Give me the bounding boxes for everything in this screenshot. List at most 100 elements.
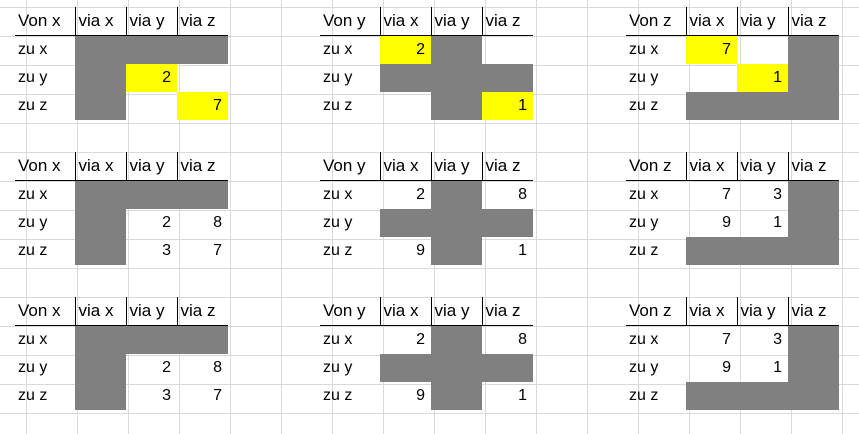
row-label[interactable]: zu x: [18, 41, 48, 58]
header-via-x[interactable]: via x: [74, 152, 126, 181]
row-label[interactable]: zu z: [629, 387, 659, 404]
header-von[interactable]: Von y: [320, 297, 380, 326]
cell[interactable]: 1: [737, 64, 788, 92]
cell[interactable]: [788, 209, 839, 237]
cell[interactable]: [686, 237, 737, 265]
header-von[interactable]: Von z: [626, 152, 686, 181]
header-via-z[interactable]: via z: [787, 152, 839, 181]
cell[interactable]: 9: [722, 214, 731, 231]
cell[interactable]: [380, 354, 431, 382]
cell[interactable]: [482, 209, 533, 237]
row-label[interactable]: zu x: [629, 186, 659, 203]
header-via-x[interactable]: via x: [379, 297, 431, 326]
cell[interactable]: [788, 354, 839, 382]
cell[interactable]: 7: [213, 387, 222, 404]
cell[interactable]: [431, 180, 482, 209]
cell[interactable]: 1: [773, 214, 782, 231]
header-via-z[interactable]: via z: [176, 7, 228, 36]
cell[interactable]: 7: [722, 186, 731, 203]
cell[interactable]: [737, 36, 788, 65]
header-via-z[interactable]: via z: [787, 297, 839, 326]
cell[interactable]: 1: [518, 242, 527, 259]
cell[interactable]: 7: [686, 35, 737, 64]
cell[interactable]: 3: [162, 242, 171, 259]
cell[interactable]: 1: [518, 387, 527, 404]
row-label[interactable]: zu x: [323, 186, 353, 203]
cell[interactable]: [686, 382, 737, 410]
cell[interactable]: [788, 325, 839, 354]
cell[interactable]: [737, 92, 788, 120]
row-label[interactable]: zu x: [18, 331, 48, 348]
cell[interactable]: [431, 237, 482, 265]
cell[interactable]: [482, 36, 533, 65]
header-via-x[interactable]: via x: [379, 7, 431, 36]
cell[interactable]: 9: [416, 387, 425, 404]
cell[interactable]: [75, 209, 126, 237]
cell[interactable]: [788, 35, 839, 64]
header-via-y[interactable]: via y: [125, 297, 177, 326]
header-von[interactable]: Von y: [320, 152, 380, 181]
header-von[interactable]: Von x: [15, 297, 75, 326]
header-via-y[interactable]: via y: [125, 7, 177, 36]
cell[interactable]: [380, 92, 431, 120]
row-label[interactable]: zu y: [629, 214, 659, 231]
cell[interactable]: [75, 325, 126, 354]
row-label[interactable]: zu x: [629, 41, 659, 58]
row-label[interactable]: zu x: [629, 331, 659, 348]
cell[interactable]: [737, 237, 788, 265]
cell[interactable]: 2: [380, 35, 431, 64]
header-von[interactable]: Von y: [320, 7, 380, 36]
cell[interactable]: [431, 64, 482, 92]
cell[interactable]: 7: [177, 92, 228, 120]
cell[interactable]: [126, 325, 177, 354]
header-via-x[interactable]: via x: [685, 297, 737, 326]
row-label[interactable]: zu y: [629, 359, 659, 376]
row-label[interactable]: zu x: [323, 331, 353, 348]
cell[interactable]: 8: [213, 359, 222, 376]
row-label[interactable]: zu z: [629, 97, 659, 114]
row-label[interactable]: zu y: [629, 69, 659, 86]
header-via-z[interactable]: via z: [481, 297, 533, 326]
row-label[interactable]: zu z: [18, 242, 48, 259]
header-via-y[interactable]: via y: [430, 152, 482, 181]
cell[interactable]: 8: [518, 186, 527, 203]
cell[interactable]: [788, 237, 839, 265]
row-label[interactable]: zu z: [323, 97, 353, 114]
cell[interactable]: [177, 64, 228, 92]
cell[interactable]: [686, 92, 737, 120]
header-via-y[interactable]: via y: [736, 152, 788, 181]
header-via-y[interactable]: via y: [736, 7, 788, 36]
header-via-z[interactable]: via z: [787, 7, 839, 36]
cell[interactable]: 2: [416, 186, 425, 203]
cell[interactable]: [431, 354, 482, 382]
header-von[interactable]: Von x: [15, 152, 75, 181]
cell[interactable]: [788, 92, 839, 120]
row-label[interactable]: zu z: [18, 97, 48, 114]
cell[interactable]: [75, 237, 126, 265]
header-via-y[interactable]: via y: [430, 297, 482, 326]
header-via-x[interactable]: via x: [685, 152, 737, 181]
cell[interactable]: [482, 354, 533, 382]
row-label[interactable]: zu y: [18, 214, 48, 231]
header-via-y[interactable]: via y: [736, 297, 788, 326]
cell[interactable]: [788, 64, 839, 92]
cell[interactable]: [126, 35, 177, 64]
cell[interactable]: [431, 325, 482, 354]
header-via-y[interactable]: via y: [125, 152, 177, 181]
cell[interactable]: 9: [416, 242, 425, 259]
header-via-z[interactable]: via z: [176, 297, 228, 326]
cell[interactable]: [75, 35, 126, 64]
cell[interactable]: [177, 35, 228, 64]
cell[interactable]: 7: [722, 331, 731, 348]
header-von[interactable]: Von z: [626, 7, 686, 36]
row-label[interactable]: zu x: [18, 186, 48, 203]
row-label[interactable]: zu y: [18, 359, 48, 376]
cell[interactable]: 1: [482, 92, 533, 120]
cell[interactable]: [431, 382, 482, 410]
header-via-x[interactable]: via x: [685, 7, 737, 36]
cell[interactable]: [126, 180, 177, 209]
cell[interactable]: 2: [162, 359, 171, 376]
cell[interactable]: 1: [773, 359, 782, 376]
cell[interactable]: [177, 325, 228, 354]
header-via-y[interactable]: via y: [430, 7, 482, 36]
